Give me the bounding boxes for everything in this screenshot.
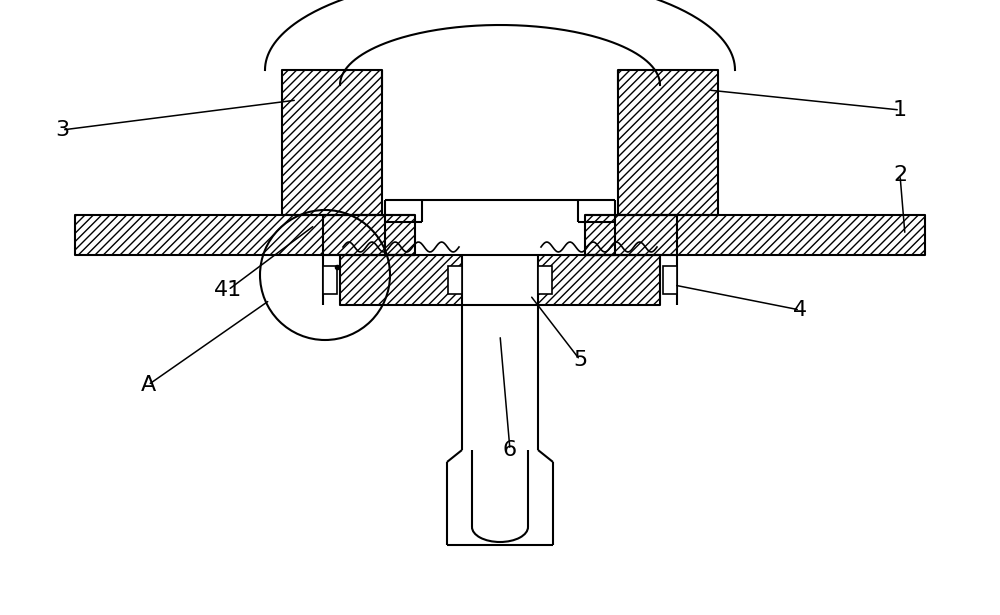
Text: 6: 6 [503,440,517,460]
Polygon shape [585,215,925,255]
Polygon shape [340,255,462,305]
Text: 2: 2 [893,165,907,185]
Polygon shape [663,266,677,294]
Text: A: A [140,375,156,395]
Polygon shape [618,70,718,215]
Polygon shape [75,215,415,255]
Polygon shape [538,255,660,305]
Text: 5: 5 [573,350,587,370]
Text: 1: 1 [893,100,907,120]
Text: 3: 3 [55,120,69,140]
Text: 41: 41 [214,280,242,300]
Polygon shape [323,266,337,294]
Polygon shape [282,70,382,215]
Text: 4: 4 [793,300,807,320]
Polygon shape [448,266,462,294]
Polygon shape [538,266,552,294]
